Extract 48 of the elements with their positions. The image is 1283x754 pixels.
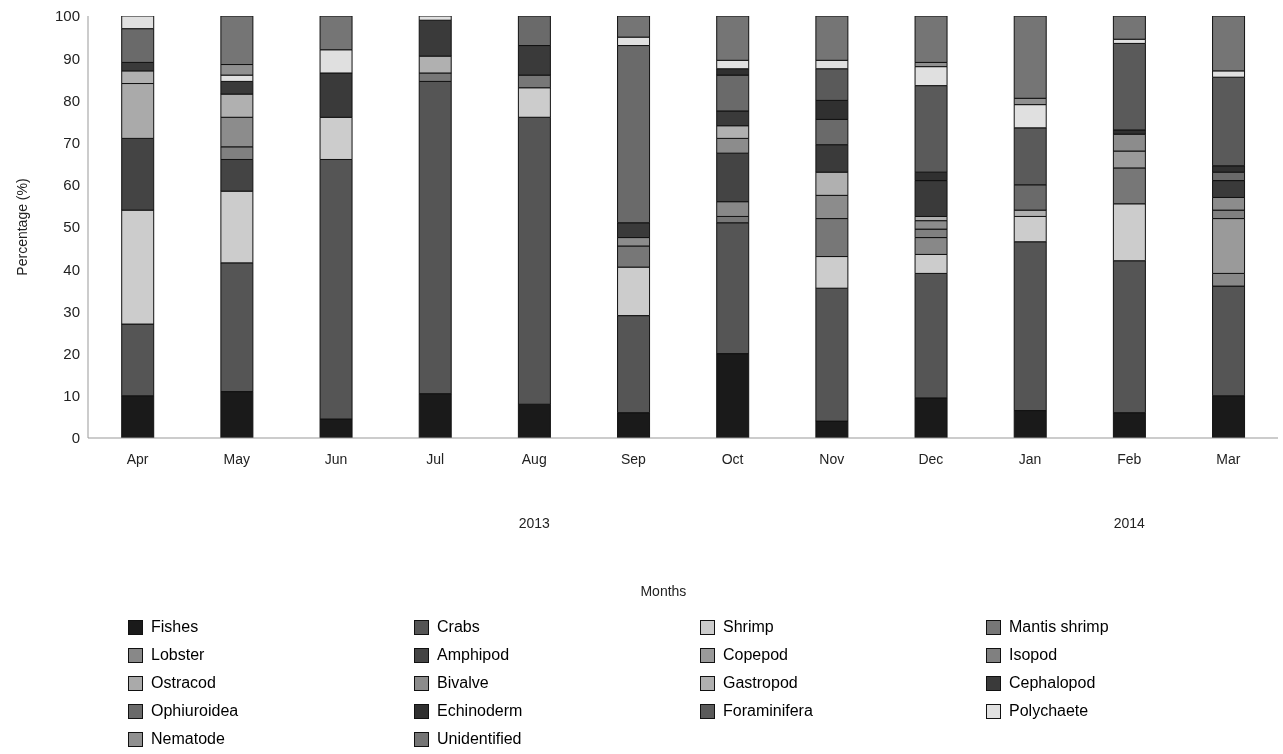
text: 2013 [518, 515, 551, 531]
legend-label: Amphipod [437, 646, 510, 664]
x-tick-label: Dec [918, 451, 944, 467]
y-axis-title: Percentage (%) [13, 178, 30, 276]
legend-label: Polychaete [1009, 702, 1089, 720]
legend-label: Ophiuroidea [151, 702, 239, 720]
y-tick-label: 100 [54, 7, 80, 25]
legend-label: Nematode [151, 730, 225, 748]
legend-label: Cephalopod [1009, 674, 1096, 692]
y-tick-label: 80 [63, 91, 80, 109]
y-tick-label: 70 [63, 133, 80, 151]
y-tick-label: 10 [63, 387, 80, 405]
legend-label: Lobster [151, 646, 205, 664]
legend-label: Fishes [151, 618, 199, 636]
legend-label: Copepod [723, 646, 788, 664]
x-tick-label: Oct [721, 451, 744, 467]
x-tick-label: Jun [324, 451, 348, 467]
x-tick-label: Jan [1018, 451, 1042, 467]
y-tick-label: 90 [63, 49, 80, 67]
legend-label: Unidentified [437, 730, 522, 748]
text: 2014 [1113, 515, 1146, 531]
x-tick-label: Nov [819, 451, 845, 467]
legend-label: Bivalve [437, 674, 489, 692]
legend-label: Foraminifera [723, 702, 813, 720]
bar [1112, 16, 1146, 40]
bar [914, 16, 948, 63]
x-tick-label: Apr [126, 451, 149, 467]
x-tick-label: Sep [620, 451, 647, 467]
legend-label: Ostracod [151, 674, 216, 692]
x-tick-label: Jul [426, 451, 445, 467]
legend-label: Mantis shrimp [1009, 618, 1109, 636]
legend-label: Gastropod [723, 674, 798, 692]
y-tick-label: 20 [63, 344, 80, 362]
text: Months [640, 583, 687, 599]
legend-label: Isopod [1009, 646, 1058, 664]
y-tick-label: 0 [71, 429, 80, 447]
legend-label: Shrimp [723, 618, 774, 636]
x-tick-label: May [223, 451, 250, 467]
x-tick-label: Aug [521, 451, 547, 467]
y-tick-label: 30 [63, 302, 80, 320]
x-tick-label: Mar [1216, 451, 1241, 467]
legend-label: Echinoderm [437, 702, 523, 720]
legend-label: Crabs [437, 618, 480, 636]
x-tick-label: Feb [1117, 451, 1142, 467]
bar [1112, 42, 1146, 131]
y-tick-label: 60 [63, 176, 80, 194]
y-tick-label: 50 [63, 218, 80, 236]
y-tick-label: 40 [63, 260, 80, 278]
